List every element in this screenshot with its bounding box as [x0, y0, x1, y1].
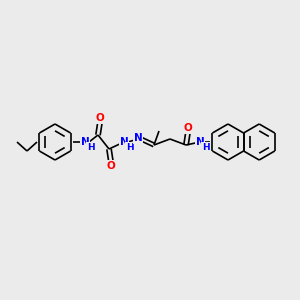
Text: H: H — [87, 142, 94, 152]
Text: N: N — [120, 137, 128, 147]
Text: O: O — [96, 113, 104, 123]
Text: N: N — [81, 137, 89, 147]
Text: O: O — [184, 123, 192, 133]
Text: N: N — [134, 133, 142, 143]
Text: O: O — [106, 161, 116, 171]
Text: H: H — [126, 142, 133, 152]
Text: H: H — [202, 142, 209, 152]
Text: N: N — [196, 137, 204, 147]
